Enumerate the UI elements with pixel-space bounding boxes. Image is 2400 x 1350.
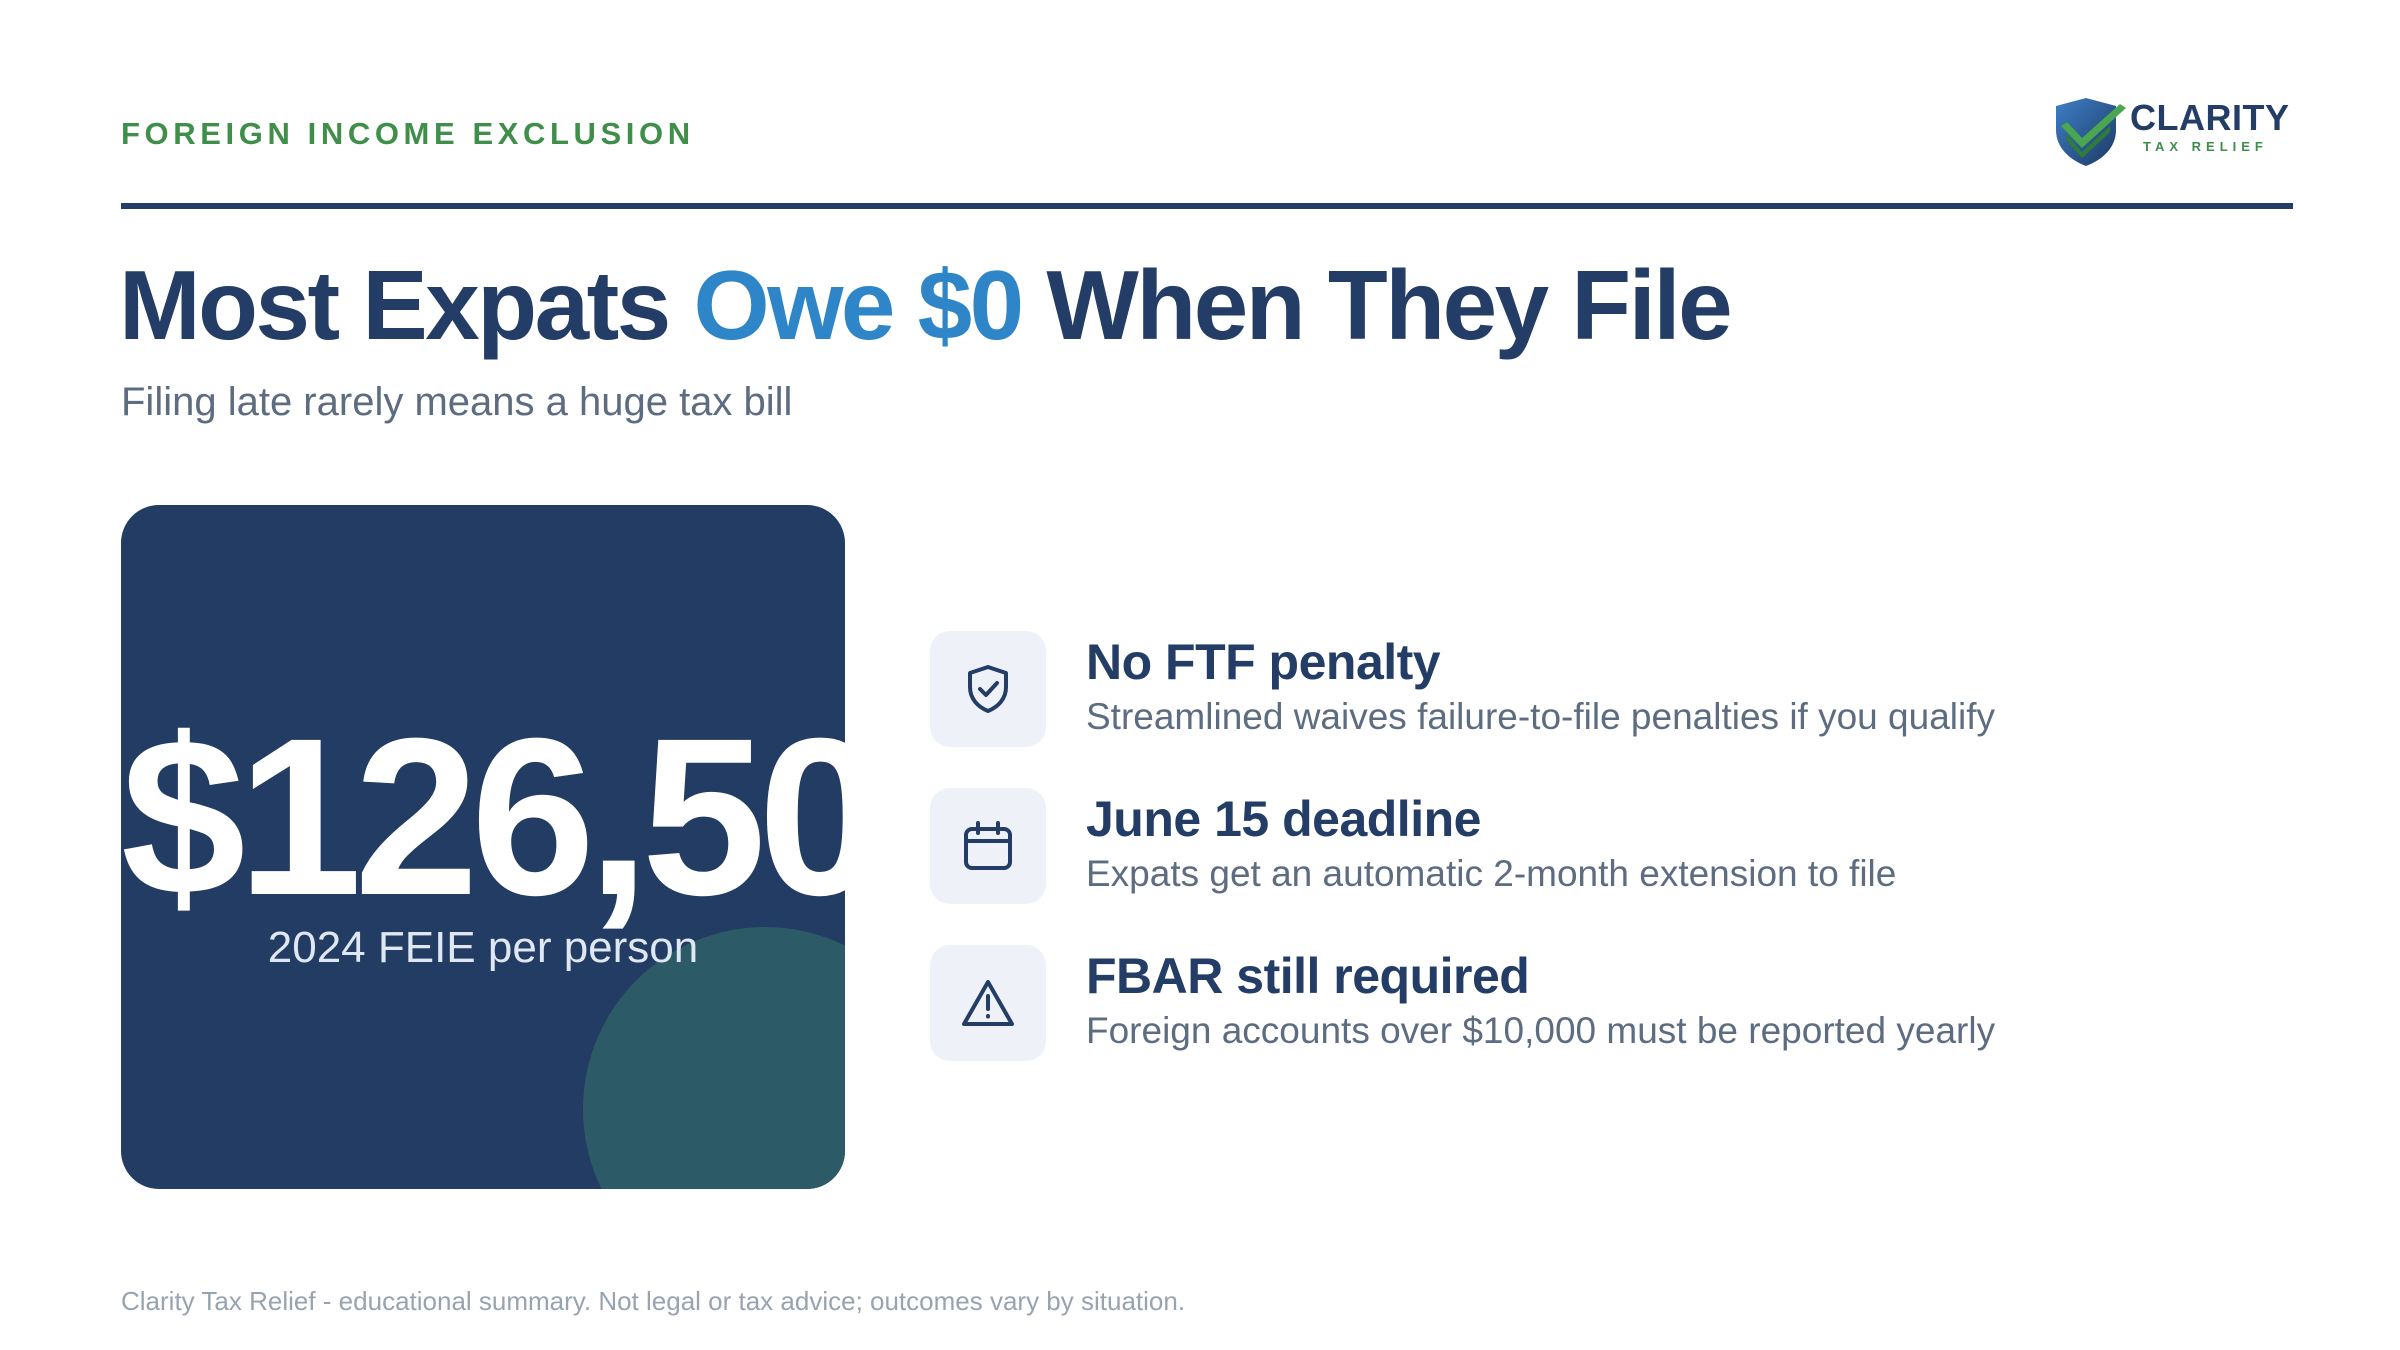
title-part-2: When They File [1021, 250, 1732, 360]
eyebrow-label: FOREIGN INCOME EXCLUSION [121, 116, 695, 151]
feature-icon-box [930, 945, 1046, 1061]
page-subtitle: Filing late rarely means a huge tax bill [121, 380, 793, 424]
feature-description: Foreign accounts over $10,000 must be re… [1086, 1010, 1996, 1051]
title-accent: Owe $0 [693, 250, 1024, 360]
warning-triangle-icon [962, 980, 1014, 1026]
shield-logo-icon [2056, 98, 2126, 166]
title-part-1: Most Expats [119, 250, 694, 360]
brand-logo: CLARITY TAX RELIEF [2052, 96, 2292, 168]
feature-item: June 15 deadline Expats get an automatic… [930, 788, 2230, 906]
stat-value: $126,500 [121, 692, 845, 942]
header-divider [121, 203, 2293, 209]
feature-icon-box [930, 788, 1046, 904]
logo-wordmark: CLARITY [2130, 97, 2290, 138]
feature-description: Streamlined waives failure-to-file penal… [1086, 696, 1995, 737]
logo-tagline: TAX RELIEF [2143, 139, 2268, 154]
feature-title: June 15 deadline [1086, 791, 1481, 847]
feature-item: No FTF penalty Streamlined waives failur… [930, 631, 2230, 749]
feature-description: Expats get an automatic 2-month extensio… [1086, 853, 1897, 894]
feature-title: No FTF penalty [1086, 634, 1441, 690]
page-title: Most Expats Owe $0 When They File [119, 250, 1733, 360]
shield-check-icon [968, 665, 1008, 713]
stat-card: $126,500 2024 FEIE per person [121, 505, 845, 1189]
feature-title: FBAR still required [1086, 948, 1530, 1004]
feature-item: FBAR still required Foreign accounts ove… [930, 945, 2230, 1063]
calendar-icon [964, 821, 1012, 870]
stat-label: 2024 FEIE per person [267, 923, 699, 972]
feature-icon-box [930, 631, 1046, 747]
disclaimer-footer: Clarity Tax Relief - educational summary… [121, 1286, 1186, 1316]
